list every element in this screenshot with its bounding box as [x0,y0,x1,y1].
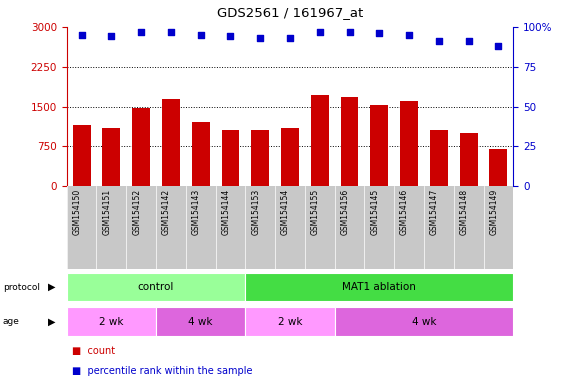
Bar [245,273,513,301]
Point [494,43,503,49]
Text: control: control [138,282,174,292]
Text: MAT1 ablation: MAT1 ablation [342,282,416,292]
Text: ▶: ▶ [48,282,55,292]
Text: GSM154143: GSM154143 [191,189,201,235]
Bar [132,108,150,186]
Text: GDS2561 / 161967_at: GDS2561 / 161967_at [217,6,363,19]
Point [404,32,414,38]
Bar [311,95,329,186]
Text: ▶: ▶ [48,316,55,327]
Bar [162,99,180,186]
Bar [251,131,269,186]
Text: GSM154151: GSM154151 [102,189,111,235]
Point [345,28,354,35]
Bar [67,273,245,301]
Bar [460,133,477,186]
Bar [400,101,418,186]
Text: 2 wk: 2 wk [278,316,302,327]
Text: GSM154154: GSM154154 [281,189,290,235]
Bar [340,97,358,186]
Text: age: age [3,317,20,326]
Text: GSM154153: GSM154153 [251,189,260,235]
Point [107,33,116,40]
Bar [103,128,120,186]
Point [285,35,295,41]
Bar [430,131,448,186]
Point [77,32,86,38]
Text: GSM154156: GSM154156 [340,189,350,235]
Text: GSM154145: GSM154145 [370,189,379,235]
Text: 4 wk: 4 wk [188,316,213,327]
Text: GSM154149: GSM154149 [490,189,498,235]
Text: GSM154148: GSM154148 [459,189,469,235]
Text: GSM154146: GSM154146 [400,189,409,235]
Text: GSM154144: GSM154144 [222,189,230,235]
Point [136,28,146,35]
Bar [371,106,388,186]
Text: GSM154150: GSM154150 [72,189,82,235]
Point [166,28,176,35]
Bar [222,131,240,186]
Point [464,38,473,44]
Text: GSM154142: GSM154142 [162,189,171,235]
Text: GSM154155: GSM154155 [311,189,320,235]
Text: 2 wk: 2 wk [99,316,124,327]
Bar [335,307,513,336]
Bar [72,125,90,186]
Point [196,32,205,38]
Text: 4 wk: 4 wk [412,316,436,327]
Point [226,33,235,40]
Point [256,35,265,41]
Text: GSM154147: GSM154147 [430,189,439,235]
Bar [156,307,245,336]
Text: protocol: protocol [3,283,40,291]
Text: GSM154152: GSM154152 [132,189,141,235]
Bar [281,128,299,186]
Point [375,30,384,36]
Point [434,38,444,44]
Point [315,28,324,35]
Text: ■  count: ■ count [72,346,115,356]
Bar [490,149,508,186]
Bar [245,307,335,336]
Text: ■  percentile rank within the sample: ■ percentile rank within the sample [72,366,253,376]
Bar [192,122,209,186]
Bar [67,307,156,336]
